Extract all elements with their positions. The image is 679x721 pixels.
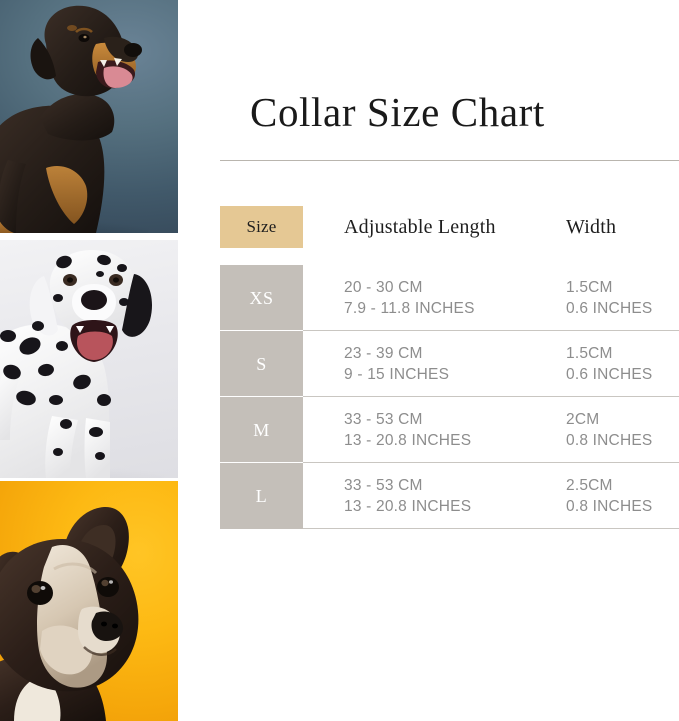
size-label: L [255, 485, 268, 506]
header-spacer [220, 248, 679, 265]
size-cell: L [220, 463, 303, 529]
width-cm-value: 2.5CM [566, 476, 613, 494]
width-inches-value: 0.6 INCHES [566, 365, 653, 383]
size-label: XS [249, 287, 274, 308]
header-cell-width: Width [566, 215, 617, 238]
french-bulldog-illustration [0, 506, 139, 721]
width-inches-value: 0.6 INCHES [566, 299, 653, 317]
row-divider [303, 330, 679, 331]
table-header-row: Size Adjustable Length Width [220, 206, 679, 248]
header-cell-length: Adjustable Length [344, 215, 496, 238]
length-inches-value: 9 - 15 INCHES [344, 365, 450, 383]
size-cell: M [220, 397, 303, 463]
width-cm-value: 2CM [566, 410, 600, 428]
collar-size-table: Size Adjustable Length Width XS 20 - 30 … [220, 206, 679, 529]
width-cell: 2CM 0.8 INCHES [525, 397, 679, 463]
size-cell: XS [220, 265, 303, 331]
size-cell: S [220, 331, 303, 397]
row-divider [303, 528, 679, 529]
width-inches-value: 0.8 INCHES [566, 431, 653, 449]
length-cm-value: 33 - 53 CM [344, 410, 423, 428]
length-cm-value: 33 - 53 CM [344, 476, 423, 494]
french-bulldog-photo [0, 481, 178, 721]
size-label: M [253, 419, 270, 440]
table-row: M 33 - 53 CM 13 - 20.8 INCHES 2CM 0.8 IN… [220, 397, 679, 463]
length-inches-value: 13 - 20.8 INCHES [344, 497, 472, 515]
length-cell: 33 - 53 CM 13 - 20.8 INCHES [303, 397, 525, 463]
photo-strip [0, 0, 178, 721]
table-row: L 33 - 53 CM 13 - 20.8 INCHES 2.5CM 0.8 … [220, 463, 679, 529]
size-chart-panel: Collar Size Chart Size Adjustable Length… [178, 0, 679, 721]
dalmatian-photo [0, 240, 178, 478]
length-inches-value: 13 - 20.8 INCHES [344, 431, 472, 449]
width-cell: 1.5CM 0.6 INCHES [525, 265, 679, 331]
length-cell: 20 - 30 CM 7.9 - 11.8 INCHES [303, 265, 525, 331]
width-cell: 1.5CM 0.6 INCHES [525, 331, 679, 397]
title-divider [220, 160, 679, 161]
length-cell: 23 - 39 CM 9 - 15 INCHES [303, 331, 525, 397]
length-inches-value: 7.9 - 11.8 INCHES [344, 299, 475, 317]
width-inches-value: 0.8 INCHES [566, 497, 653, 515]
row-divider [303, 396, 679, 397]
rottweiler-illustration [0, 5, 150, 233]
size-cell-separator [220, 330, 303, 331]
size-cell-separator [220, 396, 303, 397]
size-cell-separator [220, 462, 303, 463]
length-cell: 33 - 53 CM 13 - 20.8 INCHES [303, 463, 525, 529]
width-cm-value: 1.5CM [566, 344, 613, 362]
size-label: S [256, 353, 267, 374]
width-cm-value: 1.5CM [566, 278, 613, 296]
dalmatian-illustration [0, 250, 170, 478]
rottweiler-photo [0, 0, 178, 233]
header-label-size: Size [246, 217, 277, 236]
page-title: Collar Size Chart [250, 89, 545, 135]
table-row: S 23 - 39 CM 9 - 15 INCHES 1.5CM 0.6 INC… [220, 331, 679, 397]
row-divider [303, 462, 679, 463]
header-cell-size: Size [220, 206, 303, 248]
length-cm-value: 23 - 39 CM [344, 344, 423, 362]
table-row: XS 20 - 30 CM 7.9 - 11.8 INCHES 1.5CM 0.… [220, 265, 679, 331]
length-cm-value: 20 - 30 CM [344, 278, 423, 296]
width-cell: 2.5CM 0.8 INCHES [525, 463, 679, 529]
